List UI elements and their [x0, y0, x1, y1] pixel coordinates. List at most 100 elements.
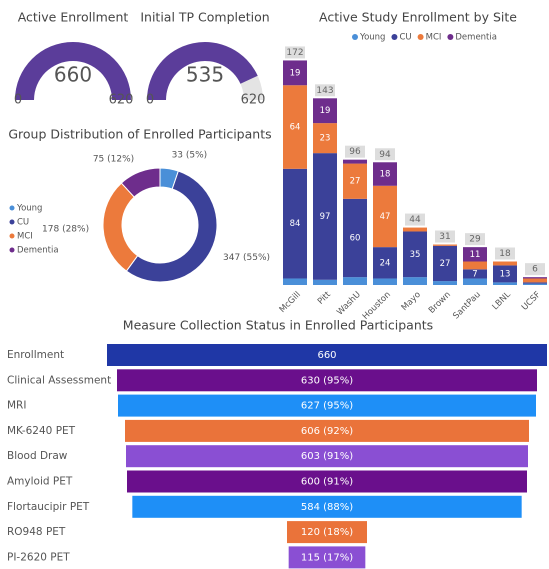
bar-label: 600 (91%)	[301, 477, 353, 488]
slice-label: 347 (55%)	[223, 253, 270, 263]
legend-swatch	[391, 34, 398, 40]
legend-swatch	[447, 34, 454, 40]
total-box	[405, 213, 425, 226]
segment-label: 7	[472, 269, 477, 279]
bar-label: 584 (88%)	[301, 502, 353, 513]
legend-label: Dementia	[17, 246, 59, 256]
bar-segment	[343, 277, 367, 285]
x-tick-label: UCSF	[520, 290, 543, 313]
legend-label: Dementia	[455, 33, 497, 43]
bar-label: 627 (95%)	[301, 401, 353, 412]
x-tick-label: Brown	[427, 290, 453, 316]
category-label: Enrollment	[7, 349, 64, 361]
legend-swatch	[9, 233, 15, 239]
bar-segment	[433, 281, 457, 285]
legend-label: Young	[359, 33, 385, 43]
chart-title: Active Study Enrollment by Site	[319, 10, 517, 25]
bar-segment	[283, 168, 307, 279]
gauge-title: Active Enrollment	[18, 10, 129, 25]
bar-segment	[373, 185, 397, 248]
funnel-bar	[288, 546, 366, 569]
bar-segment	[523, 282, 547, 284]
gauge-min: 0	[146, 93, 154, 108]
x-tick-label: LBNL	[490, 290, 513, 313]
total-label: 31	[439, 232, 450, 242]
legend-label: MCI	[17, 232, 33, 242]
chart-title: Measure Collection Status in Enrolled Pa…	[123, 318, 433, 333]
funnel-bar	[125, 419, 529, 442]
segment-label: 13	[500, 269, 511, 279]
funnel-bar	[126, 445, 528, 468]
bar-label: 115 (17%)	[301, 552, 353, 563]
funnel-bar	[132, 495, 522, 518]
total-box	[525, 263, 545, 276]
bar-segment	[493, 265, 517, 283]
bar-label: 606 (92%)	[301, 426, 353, 437]
legend-swatch	[9, 205, 15, 211]
bar-segment	[463, 261, 487, 270]
legend-label: MCI	[426, 33, 442, 43]
bar-segment	[403, 277, 427, 285]
category-label: RO948 PET	[7, 526, 66, 538]
slice-label: 75 (12%)	[93, 154, 134, 164]
legend-label: CU	[17, 218, 29, 228]
bar-segment	[343, 163, 367, 199]
gauge-max: 620	[241, 93, 266, 108]
category-label: Clinical Assessment	[7, 374, 111, 386]
gauge-max: 620	[109, 93, 134, 108]
segment-label: 11	[470, 250, 481, 260]
bar-segment	[463, 278, 487, 285]
bar-label: 660	[317, 350, 336, 361]
total-box	[495, 247, 515, 260]
legend-label: Young	[16, 204, 42, 214]
funnel-bar	[107, 344, 547, 366]
bar-segment	[373, 278, 397, 285]
bar-segment	[343, 198, 367, 278]
bar-segment	[403, 227, 427, 232]
segment-label: 27	[440, 259, 451, 269]
chart-title: Group Distribution of Enrolled Participa…	[8, 127, 271, 142]
total-label: 94	[379, 150, 391, 160]
legend-swatch	[417, 34, 424, 40]
total-box	[315, 84, 335, 97]
donut-slice	[120, 167, 161, 198]
category-label: MRI	[7, 400, 26, 412]
total-label: 96	[349, 147, 361, 157]
segment-label: 19	[290, 68, 301, 78]
bar-segment	[493, 282, 517, 285]
total-label: 6	[532, 265, 538, 275]
gauge-title: Initial TP Completion	[140, 10, 269, 25]
x-tick-label: McGill	[278, 290, 303, 315]
legend-swatch	[9, 219, 15, 225]
bar-segment	[523, 277, 547, 279]
bar-segment	[463, 247, 487, 262]
bar-segment	[523, 278, 547, 283]
bar-segment	[313, 123, 337, 154]
legend-swatch	[352, 34, 358, 40]
donut-slice	[102, 182, 139, 272]
segment-label: 35	[410, 250, 421, 260]
bar-segment	[343, 159, 367, 164]
legend-swatch	[9, 247, 15, 253]
x-tick-label: SantPau	[451, 290, 483, 322]
funnel-bar	[287, 521, 367, 544]
segment-label: 27	[350, 177, 361, 187]
segment-label: 60	[350, 234, 361, 244]
bar-label: 630 (95%)	[301, 375, 353, 386]
total-label: 18	[499, 249, 511, 259]
total-box	[285, 46, 305, 59]
bar-segment	[373, 247, 397, 279]
bar-segment	[433, 244, 457, 246]
category-label: Flortaucipir PET	[7, 501, 90, 513]
gauge-min: 0	[14, 93, 22, 108]
bar-segment	[283, 85, 307, 169]
bar-segment	[523, 283, 547, 285]
total-label: 143	[316, 86, 333, 96]
bar-segment	[283, 278, 307, 285]
segment-label: 23	[320, 134, 331, 144]
total-box	[435, 230, 455, 243]
category-label: MK-6240 PET	[7, 425, 76, 437]
bar-segment	[283, 60, 307, 86]
total-box	[345, 145, 365, 158]
x-tick-label: Pitt	[316, 289, 333, 306]
